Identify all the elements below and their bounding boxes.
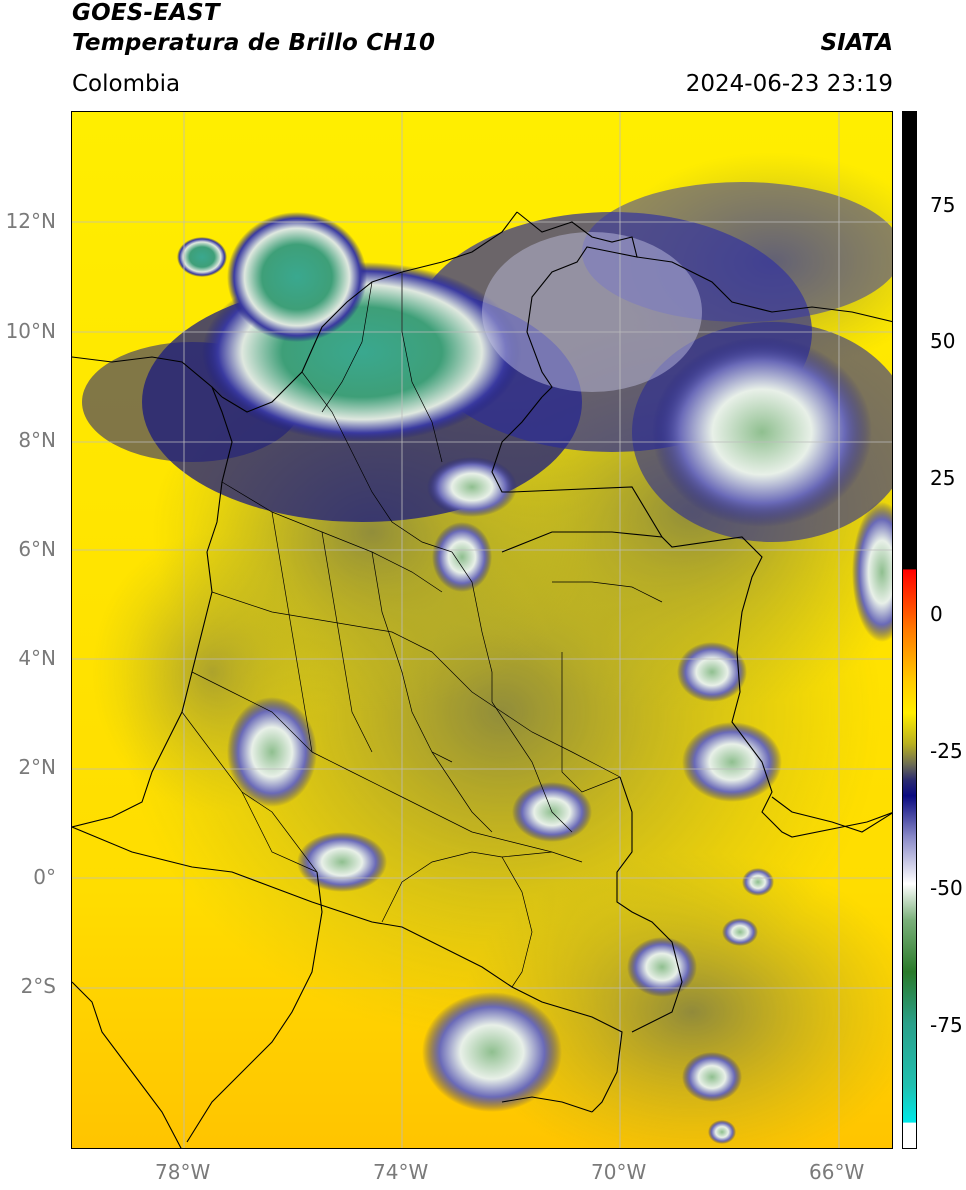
colorbar-gradient xyxy=(903,112,916,1148)
colorbar-tick-label: 50 xyxy=(930,329,956,353)
lat-tick-label: 10°N xyxy=(5,319,56,343)
colorbar-tick-label: -75 xyxy=(930,1013,963,1037)
colorbar-tick-label: 25 xyxy=(930,466,956,490)
lon-tick-label: 78°W xyxy=(155,1160,211,1184)
border-lines xyxy=(72,211,892,1148)
lat-tick-label: 8°N xyxy=(18,428,56,452)
satellite-map xyxy=(71,111,893,1149)
department-lines xyxy=(181,272,663,988)
region-label: Colombia xyxy=(72,71,181,97)
colorbar xyxy=(902,111,917,1149)
organization-label: SIATA xyxy=(820,30,893,56)
cloud-cells xyxy=(227,502,892,1144)
lon-tick-label: 70°W xyxy=(591,1160,647,1184)
colorbar-tick-label: -50 xyxy=(930,876,963,900)
lat-tick-label: 12°N xyxy=(5,209,56,233)
cloud-field-north xyxy=(82,182,892,592)
colorbar-tick-label: 0 xyxy=(930,602,943,626)
product-title: Temperatura de Brillo CH10 xyxy=(72,30,436,56)
lat-tick-label: 2°N xyxy=(18,755,56,779)
lon-tick-label: 66°W xyxy=(809,1160,865,1184)
colorbar-tick-label: 75 xyxy=(930,193,956,217)
lat-tick-label: 2°S xyxy=(20,974,56,998)
satellite-title: GOES-EAST xyxy=(72,0,220,26)
colorbar-tick-label: -25 xyxy=(930,739,963,763)
timestamp-label: 2024-06-23 23:19 xyxy=(685,71,893,97)
map-gridlines xyxy=(72,112,892,1148)
lat-tick-label: 4°N xyxy=(18,646,56,670)
map-canvas xyxy=(72,112,892,1148)
lon-tick-label: 74°W xyxy=(373,1160,429,1184)
lat-tick-label: 0° xyxy=(33,865,56,889)
lat-tick-label: 6°N xyxy=(18,537,56,561)
